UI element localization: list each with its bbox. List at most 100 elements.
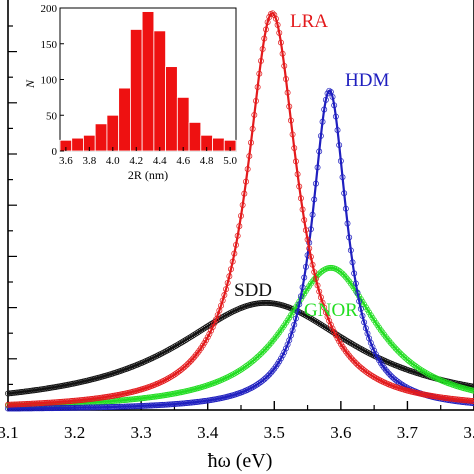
data-point-hdm [277, 355, 284, 362]
data-point-sdd [181, 337, 188, 344]
main-x-ticks: 3.1 3.2 3.3 3.4 3.5 3.6 3.7 3.8 [0, 401, 474, 442]
data-point-sdd [316, 320, 323, 327]
data-point-lra [204, 334, 211, 341]
data-point-lra [346, 352, 353, 359]
data-point-hdm [263, 374, 269, 381]
data-point-gnor [261, 347, 268, 354]
data-point-lra [366, 371, 373, 377]
curve-label-lra: LRA [290, 11, 328, 32]
data-point-lra [184, 361, 191, 367]
data-point-gnor [386, 338, 393, 344]
data-point-hdm [251, 383, 258, 390]
data-point-sdd [169, 344, 176, 351]
data-point-gnor [263, 345, 269, 352]
data-point-gnor [339, 270, 346, 277]
data-point-sdd [314, 319, 321, 326]
histogram-bar [165, 66, 178, 152]
data-point-sdd [191, 331, 198, 338]
data-point-gnor [271, 335, 278, 342]
data-point-gnor [337, 269, 344, 276]
data-point-hdm [386, 370, 393, 377]
data-point-gnor [397, 350, 404, 357]
data-point-hdm [326, 87, 333, 94]
data-point-gnor [268, 340, 274, 346]
data-point-sdd [344, 338, 351, 345]
data-point-sdd [306, 314, 313, 321]
data-point-gnor [269, 338, 276, 344]
data-point-sdd [319, 322, 326, 329]
data-point-sdd [337, 334, 344, 341]
data-point-sdd [184, 335, 191, 342]
histogram-bar [188, 122, 202, 152]
x-tick-label: 3.5 [264, 423, 285, 442]
fit-line-sdd [7, 301, 474, 395]
data-point-sdd [186, 334, 193, 341]
data-point-gnor [259, 349, 266, 356]
data-point-gnor [266, 341, 273, 348]
data-point-sdd [347, 340, 354, 347]
data-point-sdd [198, 327, 205, 334]
curve-label-gnor: GNOR [304, 300, 358, 321]
data-point-lra [371, 374, 378, 381]
inset-y-tick-label: 50 [46, 110, 58, 122]
data-point-sdd [174, 341, 181, 348]
data-point-gnor [342, 274, 349, 281]
data-point-hdm [249, 384, 256, 391]
data-point-lra [372, 375, 379, 382]
data-point-sdd [183, 336, 190, 343]
data-point-sdd [307, 315, 314, 322]
data-point-lra [349, 356, 356, 363]
data-point-sdd [356, 344, 363, 351]
data-point-lra [166, 374, 173, 381]
histogram-bar [106, 114, 120, 152]
data-point-lra [164, 375, 171, 382]
x-tick-label: 3.4 [197, 423, 219, 442]
curve-label-hdm: HDM [345, 70, 389, 91]
curve-label-sdd: SDD [234, 280, 272, 301]
inset-y-tick-label: 0 [52, 146, 58, 158]
data-point-hdm [264, 373, 271, 380]
data-point-sdd [168, 345, 175, 352]
x-tick-label: 3.7 [397, 423, 419, 442]
data-point-lra [367, 372, 374, 378]
fit-line-lra [7, 12, 474, 406]
data-point-gnor [251, 356, 258, 363]
data-point-sdd [176, 340, 183, 347]
x-axis-title: ħω (eV) [208, 450, 273, 472]
data-point-hdm [387, 372, 394, 379]
data-point-gnor [233, 369, 239, 376]
data-point-sdd [349, 341, 356, 348]
data-point-gnor [424, 370, 431, 377]
data-point-hdm [389, 374, 396, 381]
spectrum-curves [5, 10, 474, 412]
data-point-sdd [193, 330, 200, 337]
data-point-sdd [164, 347, 171, 354]
data-point-lra [183, 362, 190, 369]
data-point-sdd [201, 325, 208, 332]
inset-x-tick-label: 3.6 [59, 155, 73, 167]
data-point-hdm [269, 367, 276, 374]
data-point-sdd [304, 313, 311, 320]
data-point-sdd [346, 339, 353, 346]
inset-x-tick-label: 4.8 [200, 155, 214, 167]
data-point-sdd [196, 328, 203, 335]
data-point-hdm [266, 371, 273, 378]
inset-x-tick-label: 4.2 [129, 155, 143, 167]
data-point-hdm [248, 385, 254, 392]
data-point-gnor [254, 353, 261, 360]
data-point-lra [168, 373, 175, 380]
inset-x-tick-label: 3.8 [82, 155, 96, 167]
data-point-gnor [382, 333, 389, 340]
inset-y-tick-label: 100 [41, 75, 58, 87]
data-point-lra [332, 332, 339, 339]
data-point-gnor [341, 272, 348, 279]
data-point-gnor [394, 347, 401, 354]
data-point-gnor [229, 371, 236, 378]
data-point-sdd [321, 323, 328, 330]
x-tick-label: 3.3 [131, 423, 152, 442]
x-tick-label: 3.2 [64, 423, 85, 442]
data-point-sdd [351, 342, 358, 349]
histogram-bar [176, 96, 190, 152]
data-point-sdd [299, 310, 306, 317]
